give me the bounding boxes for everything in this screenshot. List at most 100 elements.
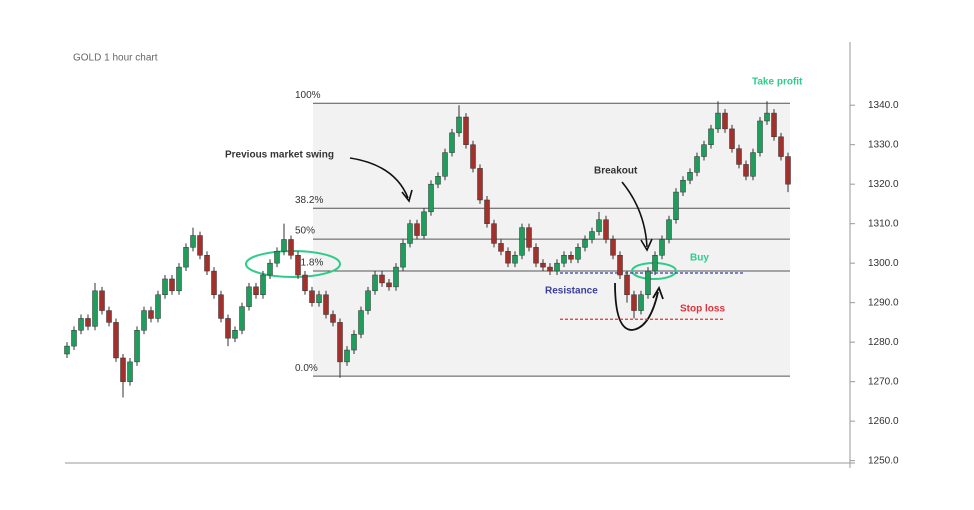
candle-body <box>358 310 364 335</box>
y-tick-label: 1330.0 <box>868 139 899 150</box>
candle-body <box>218 294 224 319</box>
bounce-arrow <box>614 282 659 331</box>
candle-body <box>680 179 686 193</box>
candle-body <box>736 148 742 165</box>
candle-body <box>757 120 763 153</box>
candle-body <box>141 310 147 331</box>
candle-body <box>449 132 455 153</box>
stop-loss-label: Stop loss <box>680 304 725 315</box>
y-tick-label: 1270.0 <box>868 376 899 387</box>
candle-body <box>526 227 532 248</box>
candle-body <box>344 349 350 363</box>
candle-body <box>470 144 476 169</box>
candle-body <box>106 310 112 323</box>
swing-arrow <box>349 157 409 199</box>
candle-body <box>71 330 77 347</box>
candle-body <box>386 282 392 288</box>
y-tick-label: 1260.0 <box>868 416 899 427</box>
candle-body <box>281 239 287 252</box>
y-tick-label: 1340.0 <box>868 100 899 111</box>
breakout-arrow <box>621 181 648 248</box>
candle-body <box>498 243 504 252</box>
candle-body <box>610 239 616 256</box>
swing-label: Previous market swing <box>225 150 334 161</box>
candle-body <box>92 290 98 327</box>
candle-body <box>113 322 119 359</box>
bounce-arrow-head <box>652 285 664 300</box>
y-tick-label: 1290.0 <box>868 297 899 308</box>
candle-body <box>323 294 329 315</box>
candle-body <box>211 270 217 296</box>
candle-body <box>673 191 679 220</box>
candle-body <box>666 219 672 240</box>
breakout-arrow-head <box>640 238 653 252</box>
candle-body <box>778 136 784 157</box>
candle-body <box>225 318 231 339</box>
candle-body <box>197 235 203 256</box>
y-tick-label: 1250.0 <box>868 455 899 466</box>
candle-body <box>456 116 462 134</box>
candle-body <box>568 255 574 260</box>
candle-body <box>379 274 385 284</box>
candle-body <box>463 116 469 145</box>
candle-body <box>239 306 245 331</box>
candle-body <box>435 176 441 185</box>
candle-body <box>85 318 91 327</box>
candle-body <box>589 231 595 240</box>
candle-body <box>260 274 266 296</box>
candle-body <box>428 183 434 213</box>
candle-body <box>505 251 511 264</box>
candle-body <box>687 172 693 181</box>
candle-body <box>351 334 357 351</box>
candle-body <box>715 112 721 130</box>
candle-body <box>169 278 175 292</box>
candle-body <box>330 314 336 323</box>
candle-body <box>575 247 581 260</box>
candle-body <box>246 286 252 307</box>
candle-body <box>253 286 259 296</box>
candle-body <box>596 219 602 232</box>
resistance-label: Resistance <box>545 286 598 297</box>
candle-body <box>484 199 490 224</box>
candle-body <box>183 247 189 268</box>
candle-body <box>232 330 238 339</box>
candle-body <box>176 266 182 292</box>
candle-body <box>365 290 371 311</box>
candle-body <box>722 112 728 130</box>
candle-body <box>652 255 658 272</box>
candle-body <box>624 274 630 296</box>
fib-region <box>313 103 790 377</box>
y-tick-label: 1300.0 <box>868 258 899 269</box>
fib-label: 0.0% <box>295 363 318 374</box>
candle-body <box>316 294 322 303</box>
buy-label: Buy <box>690 253 709 264</box>
candle-body <box>582 239 588 248</box>
y-tick-label: 1310.0 <box>868 218 899 229</box>
candle-body <box>414 223 420 236</box>
candle-body <box>561 255 567 264</box>
candle-body <box>694 156 700 173</box>
candle-body <box>309 290 315 303</box>
candle-body <box>603 219 609 240</box>
candle-body <box>708 128 714 145</box>
candle-body <box>533 247 539 264</box>
candle-body <box>617 255 623 276</box>
candle-body <box>295 255 301 276</box>
candle-body <box>477 168 483 201</box>
candle-body <box>519 227 525 256</box>
candle-body <box>400 243 406 268</box>
candle-body <box>120 357 126 382</box>
candle-body <box>267 262 273 276</box>
candle-body <box>554 262 560 272</box>
candle-body <box>631 294 637 311</box>
candle-body <box>750 152 756 177</box>
candle-body <box>274 251 280 264</box>
candle-body <box>442 152 448 177</box>
candle-body <box>729 128 735 149</box>
fib-label: 38.2% <box>295 195 323 206</box>
candle-body <box>64 345 70 355</box>
candle-body <box>764 112 770 122</box>
candle-body <box>785 156 791 185</box>
candle-body <box>148 310 154 319</box>
